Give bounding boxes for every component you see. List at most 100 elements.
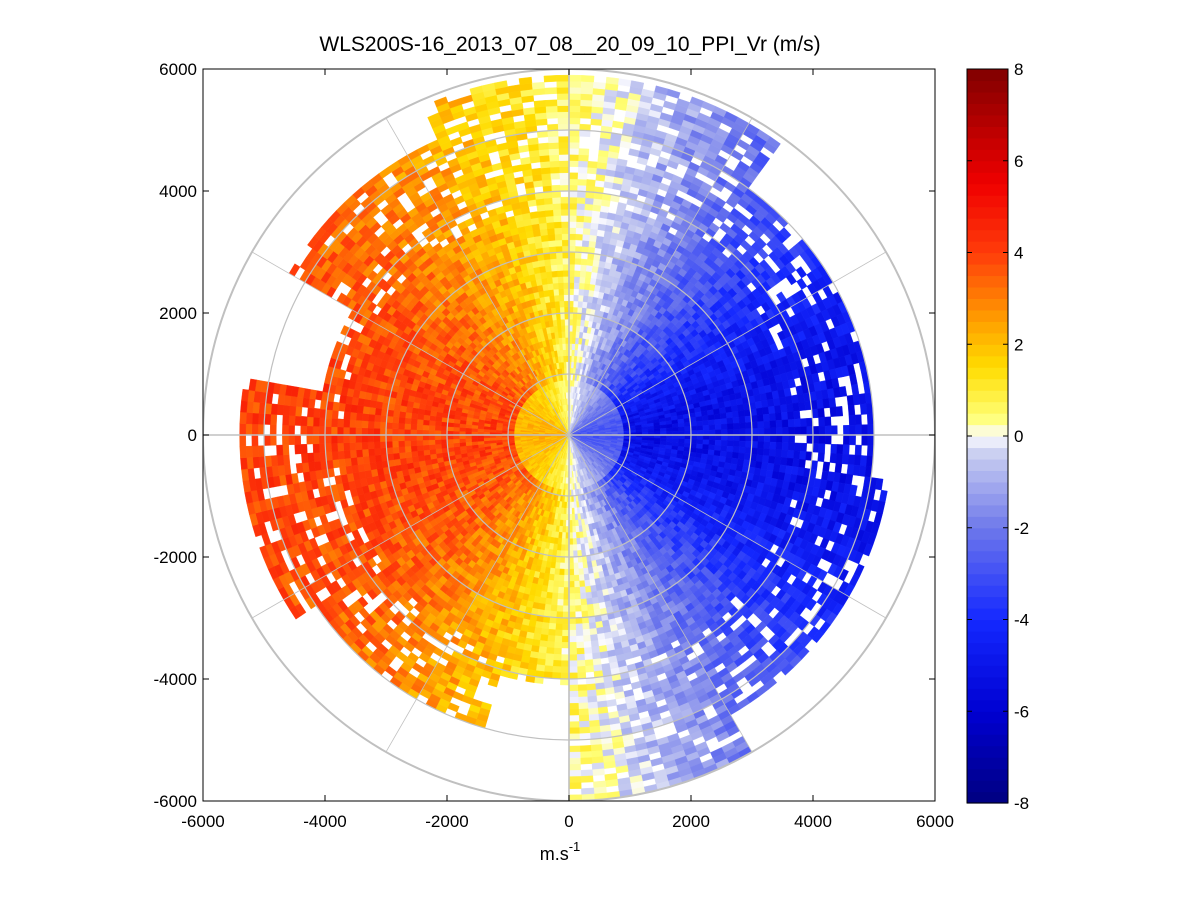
velocity-gate: [568, 202, 578, 210]
velocity-gate: [568, 660, 578, 668]
velocity-gate: [568, 611, 576, 619]
velocity-gate: [558, 580, 565, 588]
velocity-gate: [592, 658, 602, 666]
velocity-gate: [580, 264, 588, 272]
velocity-gate: [580, 775, 594, 783]
velocity-gate: [578, 294, 584, 302]
velocity-gate: [576, 647, 585, 655]
velocity-gate: [641, 429, 649, 433]
velocity-gate: [714, 424, 722, 431]
velocity-gate: [745, 428, 753, 436]
velocity-gate: [781, 419, 789, 428]
velocity-gate: [605, 779, 619, 788]
velocity-gate: [584, 653, 593, 661]
velocity-gate: [541, 622, 550, 630]
velocity-gate: [591, 100, 605, 108]
velocity-gate: [590, 222, 599, 230]
velocity-gate: [568, 233, 577, 241]
velocity-gate: [575, 623, 583, 631]
velocity-gate: [574, 599, 582, 606]
velocity-gate: [568, 727, 580, 735]
velocity-gate: [591, 762, 605, 770]
velocity-gate: [572, 331, 577, 338]
velocity-gate: [578, 702, 589, 710]
velocity-gate: [576, 543, 582, 551]
velocity-gate: [738, 416, 746, 424]
velocity-gate: [568, 148, 580, 155]
velocity-gate: [708, 439, 716, 446]
velocity-gate: [576, 550, 583, 557]
velocity-gate: [561, 648, 570, 655]
velocity-gate: [751, 441, 759, 449]
velocity-gate: [539, 634, 549, 642]
velocity-gate: [859, 455, 868, 467]
velocity-gate: [828, 397, 837, 408]
velocity-gate: [751, 434, 759, 442]
velocity-gate: [845, 473, 854, 486]
velocity-gate: [580, 258, 588, 266]
velocity-gate: [818, 416, 826, 427]
velocity-gate: [788, 426, 795, 436]
velocity-gate: [854, 444, 862, 456]
velocity-gate: [757, 427, 765, 436]
velocity-gate: [787, 411, 795, 420]
velocity-gate: [555, 617, 563, 625]
velocity-gate: [793, 410, 801, 420]
velocity-gate: [571, 526, 577, 533]
velocity-gate: [702, 420, 710, 426]
velocity-gate: [720, 423, 728, 430]
velocity-gate: [590, 590, 598, 599]
velocity-gate: [707, 414, 715, 421]
velocity-gate: [835, 453, 844, 464]
velocity-gate: [584, 209, 593, 217]
velocity-gate: [568, 666, 578, 674]
velocity-gate: [592, 198, 603, 206]
velocity-gate: [574, 264, 582, 271]
velocity-gate: [798, 401, 806, 412]
velocity-gate: [568, 105, 581, 113]
velocity-gate: [572, 550, 578, 558]
velocity-gate: [762, 455, 770, 464]
velocity-gate: [568, 635, 577, 643]
velocity-gate: [666, 438, 673, 443]
velocity-gate: [568, 160, 579, 168]
velocity-gate: [817, 452, 825, 463]
velocity-gate: [616, 158, 628, 167]
velocity-gate: [568, 257, 576, 265]
velocity-gate: [575, 531, 581, 539]
velocity-gate: [653, 428, 661, 433]
velocity-gate: [843, 424, 850, 436]
velocity-gate: [593, 81, 607, 90]
velocity-gate: [782, 427, 789, 436]
velocity-gate: [587, 695, 598, 703]
velocity-gate: [659, 424, 667, 429]
velocity-gate: [575, 221, 585, 229]
velocity-gate: [708, 424, 716, 431]
velocity-gate: [769, 434, 777, 443]
velocity-gate: [580, 604, 588, 612]
velocity-gate: [588, 719, 600, 728]
velocity-gate: [799, 418, 808, 428]
velocity-gate: [579, 270, 587, 278]
velocity-gate: [584, 579, 591, 587]
velocity-gate: [546, 641, 555, 649]
velocity-gate: [536, 658, 546, 666]
velocity-gate: [695, 416, 703, 422]
velocity-gate: [589, 234, 598, 242]
velocity-gate: [629, 430, 637, 434]
velocity-gate: [573, 300, 579, 308]
velocity-gate: [563, 587, 570, 594]
velocity-gate: [577, 696, 588, 704]
velocity-gate: [671, 423, 679, 429]
velocity-gate: [762, 406, 770, 415]
velocity-gate: [568, 599, 576, 607]
velocity-gate: [861, 424, 869, 436]
velocity-gate: [575, 233, 584, 241]
velocity-gate: [782, 434, 789, 443]
velocity-gate: [756, 407, 764, 416]
velocity-gate: [589, 725, 601, 734]
velocity-gate: [568, 763, 581, 771]
velocity-gate: [756, 151, 771, 164]
velocity-gate: [580, 757, 593, 765]
